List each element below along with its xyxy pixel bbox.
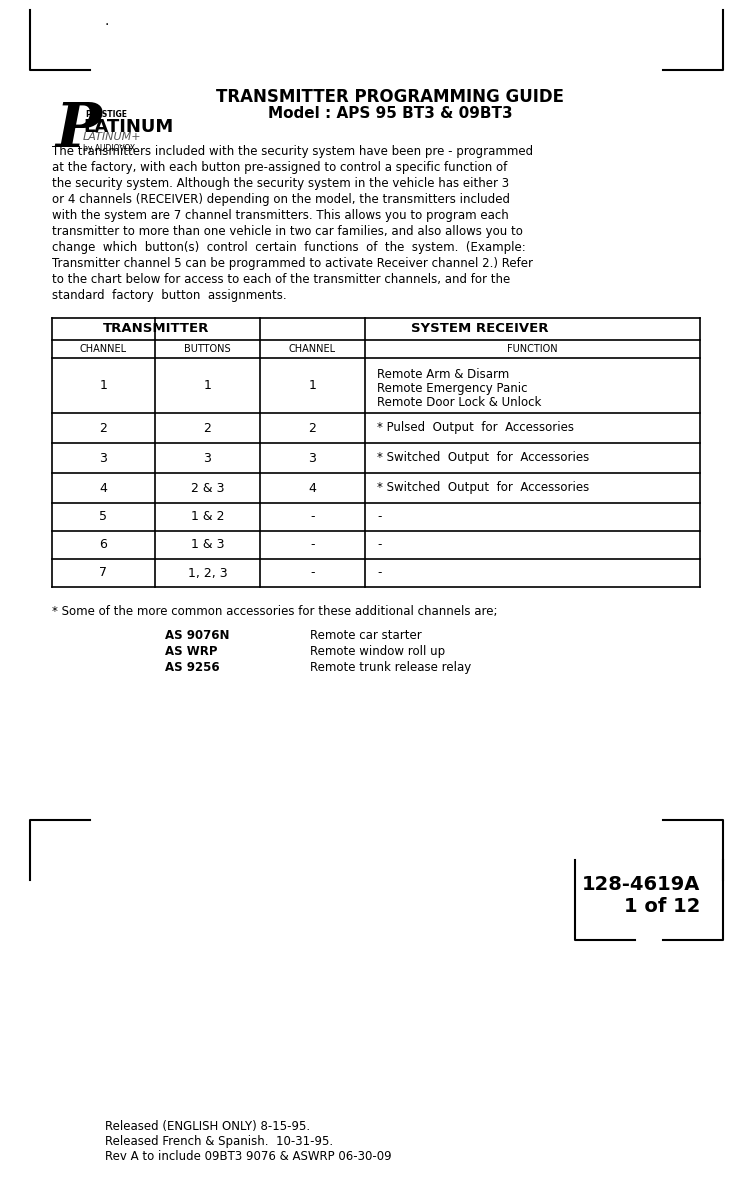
Text: SYSTEM RECEIVER: SYSTEM RECEIVER: [411, 322, 549, 335]
Text: LATINUM+: LATINUM+: [83, 132, 142, 142]
Text: 1 & 3: 1 & 3: [191, 538, 224, 551]
Text: 1, 2, 3: 1, 2, 3: [187, 566, 227, 579]
Text: -: -: [310, 511, 315, 524]
Text: or 4 channels (RECEIVER) depending on the model, the transmitters included: or 4 channels (RECEIVER) depending on th…: [52, 193, 510, 206]
Text: 2: 2: [203, 422, 212, 435]
Text: Remote Emergency Panic: Remote Emergency Panic: [377, 382, 528, 395]
Text: to the chart below for access to each of the transmitter channels, and for the: to the chart below for access to each of…: [52, 273, 511, 286]
Text: The transmitters included with the security system have been pre - programmed: The transmitters included with the secur…: [52, 145, 533, 158]
Text: TRANSMITTER PROGRAMMING GUIDE: TRANSMITTER PROGRAMMING GUIDE: [216, 88, 564, 105]
Text: AS WRP: AS WRP: [165, 645, 218, 658]
Text: AS 9076N: AS 9076N: [165, 629, 230, 642]
Text: TRANSMITTER: TRANSMITTER: [103, 322, 209, 335]
Text: PRESTIGE: PRESTIGE: [85, 110, 127, 118]
Text: at the factory, with each button pre-assigned to control a specific function of: at the factory, with each button pre-ass…: [52, 161, 508, 174]
Text: * Pulsed  Output  for  Accessories: * Pulsed Output for Accessories: [377, 422, 574, 435]
Text: Remote car starter: Remote car starter: [310, 629, 422, 642]
Text: Remote trunk release relay: Remote trunk release relay: [310, 661, 471, 674]
Text: .: .: [105, 14, 109, 28]
Text: -: -: [310, 538, 315, 551]
Text: * Switched  Output  for  Accessories: * Switched Output for Accessories: [377, 481, 590, 494]
Text: -: -: [377, 566, 381, 579]
Text: 5: 5: [99, 511, 108, 524]
Text: CHANNEL: CHANNEL: [80, 344, 127, 354]
Text: 1 of 12: 1 of 12: [623, 897, 700, 916]
Text: the security system. Although the security system in the vehicle has either 3: the security system. Although the securi…: [52, 177, 509, 190]
Text: standard  factory  button  assignments.: standard factory button assignments.: [52, 289, 287, 302]
Text: by AUDIOVOX: by AUDIOVOX: [83, 145, 135, 153]
Text: 7: 7: [99, 566, 108, 579]
Text: 128-4619A: 128-4619A: [581, 875, 700, 893]
Text: Remote Arm & Disarm: Remote Arm & Disarm: [377, 369, 509, 382]
Text: 3: 3: [99, 451, 108, 465]
Text: P: P: [55, 100, 101, 160]
Text: transmitter to more than one vehicle in two car families, and also allows you to: transmitter to more than one vehicle in …: [52, 225, 523, 238]
Text: 2: 2: [309, 422, 316, 435]
Text: -: -: [377, 511, 381, 524]
Text: 3: 3: [309, 451, 316, 465]
Text: Rev A to include 09BT3 9076 & ASWRP 06-30-09: Rev A to include 09BT3 9076 & ASWRP 06-3…: [105, 1149, 392, 1162]
Text: AS 9256: AS 9256: [165, 661, 220, 674]
Text: * Switched  Output  for  Accessories: * Switched Output for Accessories: [377, 451, 590, 465]
Text: change  which  button(s)  control  certain  functions  of  the  system.  (Exampl: change which button(s) control certain f…: [52, 241, 526, 254]
Text: -: -: [377, 538, 381, 551]
Text: CHANNEL: CHANNEL: [289, 344, 336, 354]
Text: 1: 1: [99, 379, 108, 392]
Text: 4: 4: [309, 481, 316, 494]
Text: BUTTONS: BUTTONS: [184, 344, 231, 354]
Text: 2 & 3: 2 & 3: [191, 481, 224, 494]
Text: 3: 3: [203, 451, 212, 465]
Text: FUNCTION: FUNCTION: [508, 344, 558, 354]
Text: 1: 1: [203, 379, 212, 392]
Text: * Some of the more common accessories for these additional channels are;: * Some of the more common accessories fo…: [52, 606, 498, 619]
Text: Remote window roll up: Remote window roll up: [310, 645, 445, 658]
Text: Model : APS 95 BT3 & 09BT3: Model : APS 95 BT3 & 09BT3: [267, 105, 512, 121]
Text: -: -: [310, 566, 315, 579]
Text: Transmitter channel 5 can be programmed to activate Receiver channel 2.) Refer: Transmitter channel 5 can be programmed …: [52, 257, 533, 270]
Text: 6: 6: [99, 538, 108, 551]
Text: Released French & Spanish.  10-31-95.: Released French & Spanish. 10-31-95.: [105, 1135, 333, 1148]
Text: LATINUM: LATINUM: [83, 118, 173, 136]
Text: 1: 1: [309, 379, 316, 392]
Text: 1 & 2: 1 & 2: [191, 511, 224, 524]
Text: with the system are 7 channel transmitters. This allows you to program each: with the system are 7 channel transmitte…: [52, 209, 509, 222]
Text: 4: 4: [99, 481, 108, 494]
Text: 2: 2: [99, 422, 108, 435]
Text: Remote Door Lock & Unlock: Remote Door Lock & Unlock: [377, 396, 541, 409]
Text: Released (ENGLISH ONLY) 8-15-95.: Released (ENGLISH ONLY) 8-15-95.: [105, 1120, 310, 1133]
